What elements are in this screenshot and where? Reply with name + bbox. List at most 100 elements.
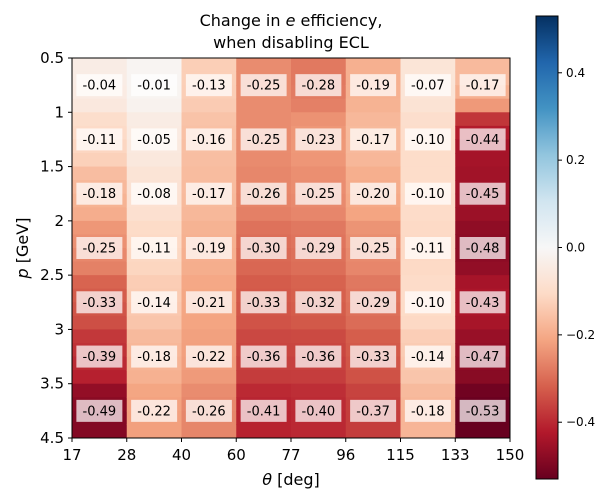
heatmap-cell xyxy=(236,424,292,439)
cell-label-box xyxy=(350,128,397,151)
heatmap-cell xyxy=(345,370,401,385)
cell-value-label: -0.10 xyxy=(411,187,445,202)
heatmap-cell xyxy=(72,383,128,398)
heatmap-cell xyxy=(291,207,347,222)
heatmap-cell xyxy=(345,315,401,330)
heatmap-cell xyxy=(291,220,347,235)
heatmap-cell xyxy=(291,153,347,168)
cell-value-label: -0.11 xyxy=(83,133,117,148)
cell-value-label: -0.05 xyxy=(137,133,171,148)
cell-value-label: -0.25 xyxy=(247,79,281,94)
heatmap-cell xyxy=(455,424,511,439)
cell-label-box xyxy=(350,182,397,205)
heatmap-cell xyxy=(72,166,128,181)
colorbar-tick-label: 0.4 xyxy=(566,66,585,80)
cell-label-box xyxy=(240,74,287,97)
x-axis-ticks: 17 28 40 60 77 96 115 133 150 xyxy=(62,438,524,464)
cell-value-label: -0.11 xyxy=(411,242,445,257)
heatmap-cell xyxy=(400,329,456,344)
y-tick-label: 2.5 xyxy=(40,266,64,284)
cell-label-box xyxy=(295,237,342,259)
cell-label-box xyxy=(459,345,506,368)
heatmap-cell xyxy=(345,383,401,398)
cell-value-label: -0.16 xyxy=(192,133,226,148)
heatmap-cell xyxy=(291,112,347,127)
heatmap-cell xyxy=(72,261,128,276)
heatmap-cell xyxy=(400,207,456,222)
cell-value-label: -0.45 xyxy=(466,187,500,202)
heatmap-cell xyxy=(236,329,292,344)
cell-value-label: -0.33 xyxy=(356,350,390,365)
heatmap-cell xyxy=(345,58,401,73)
cell-label-box xyxy=(185,291,232,314)
heatmap-cell xyxy=(181,153,237,168)
colorbar-tick-label: 0.0 xyxy=(566,241,585,255)
cell-value-label: -0.11 xyxy=(137,242,171,257)
heatmap-cell xyxy=(400,166,456,181)
heatmap-cell xyxy=(345,98,401,113)
heatmap-cell xyxy=(126,370,182,385)
cell-label-box xyxy=(295,399,342,422)
heatmap-cell xyxy=(126,424,182,439)
heatmap-cell xyxy=(72,98,128,113)
cell-value-label: -0.25 xyxy=(356,242,390,257)
cell-label-box xyxy=(185,237,232,259)
colorbar-ticks: −0.4 −0.2 0.0 0.2 0.4 xyxy=(558,66,595,429)
heatmap-cell xyxy=(72,275,128,290)
y-tick-label: 0.5 xyxy=(40,49,64,67)
heatmap-cell xyxy=(181,98,237,113)
heatmap-cell xyxy=(455,220,511,235)
heatmap-cell xyxy=(345,153,401,168)
heatmap-cell xyxy=(236,112,292,127)
cell-value-label: -0.43 xyxy=(466,296,500,311)
cell-label-box xyxy=(404,345,451,368)
cell-label-box xyxy=(404,182,451,205)
cell-value-label: -0.18 xyxy=(137,350,171,365)
cell-value-label: -0.17 xyxy=(356,133,390,148)
cell-value-label: -0.26 xyxy=(247,187,281,202)
cell-label-box xyxy=(295,128,342,151)
cell-value-label: -0.40 xyxy=(302,404,336,419)
cell-label-box xyxy=(240,182,287,205)
heatmap-cell xyxy=(236,207,292,222)
x-tick-label: 150 xyxy=(496,446,525,464)
colorbar-tick-label: 0.2 xyxy=(566,153,585,167)
colorbar-tick-label: −0.2 xyxy=(566,328,595,342)
cell-label-box xyxy=(295,74,342,97)
heatmap-cell xyxy=(181,275,237,290)
heatmap-cell xyxy=(291,424,347,439)
heatmap-cell xyxy=(72,220,128,235)
heatmap-cell xyxy=(72,58,128,73)
y-tick-label: 2 xyxy=(54,212,64,230)
cell-label-box xyxy=(404,74,451,97)
x-tick-label: 60 xyxy=(227,446,246,464)
cell-value-label: -0.29 xyxy=(302,242,336,257)
cell-label-box xyxy=(350,291,397,314)
colorbar xyxy=(535,15,559,480)
y-tick-label: 4.5 xyxy=(40,429,64,447)
heatmap-cell xyxy=(126,315,182,330)
heatmap-cell xyxy=(181,166,237,181)
heatmap-cell xyxy=(455,275,511,290)
colorbar-tick-label: −0.4 xyxy=(566,415,595,429)
y-tick-label: 1 xyxy=(54,103,64,121)
cell-label-box xyxy=(76,128,123,151)
cell-value-label: -0.14 xyxy=(411,350,445,365)
cell-label-box xyxy=(185,345,232,368)
cell-label-box xyxy=(76,399,123,422)
heatmap-cell xyxy=(455,98,511,113)
cell-value-label: -0.18 xyxy=(411,404,445,419)
heatmap-cell xyxy=(455,315,511,330)
heatmap-cell xyxy=(291,261,347,276)
heatmap-cell xyxy=(291,315,347,330)
heatmap-cell xyxy=(455,153,511,168)
heatmap-cell xyxy=(455,329,511,344)
cell-label-box xyxy=(185,182,232,205)
cell-value-label: -0.48 xyxy=(466,242,500,257)
cell-label-box xyxy=(295,291,342,314)
cell-value-labels: -0.04 -0.01 -0.13 -0.25 -0.28 -0.19 -0.07 -0.17… xyxy=(76,74,506,422)
cell-label-box xyxy=(131,345,178,368)
heatmap-cell xyxy=(126,220,182,235)
heatmap-cell xyxy=(400,98,456,113)
heatmap-cell xyxy=(400,424,456,439)
